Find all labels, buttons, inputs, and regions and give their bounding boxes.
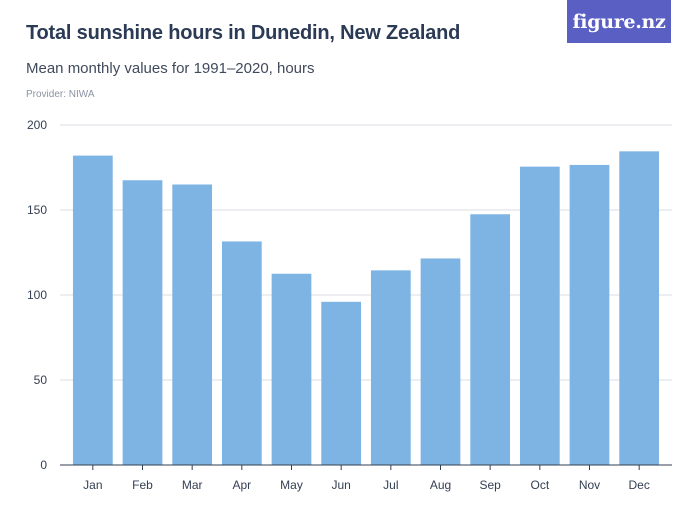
bar-mar[interactable] <box>172 184 213 466</box>
x-tick-label-aug: Aug <box>430 478 451 492</box>
y-tick-label: 0 <box>40 458 47 472</box>
x-tick-label-oct: Oct <box>530 478 549 492</box>
bar-aug[interactable] <box>420 258 461 465</box>
bar-feb[interactable] <box>122 180 163 465</box>
logo-text: figure.nz <box>572 10 666 33</box>
x-tick-label-feb: Feb <box>132 478 153 492</box>
data-provider: Provider: NIWA <box>26 89 95 100</box>
bar-apr[interactable] <box>221 241 262 465</box>
x-tick-label-jul: Jul <box>383 478 398 492</box>
bar-dec[interactable] <box>619 151 660 465</box>
bar-jun[interactable] <box>321 301 362 465</box>
bar-jul[interactable] <box>370 270 411 465</box>
bar-nov[interactable] <box>569 164 610 465</box>
y-tick-label: 50 <box>34 373 48 387</box>
x-tick-label-apr: Apr <box>232 478 251 492</box>
y-tick-label: 100 <box>27 288 47 302</box>
bar-oct[interactable] <box>519 166 560 465</box>
bar-sep[interactable] <box>470 214 511 465</box>
x-tick-label-jun: Jun <box>331 478 350 492</box>
x-tick-label-jan: Jan <box>83 478 102 492</box>
x-tick-label-mar: Mar <box>182 478 203 492</box>
bar-jan[interactable] <box>72 155 113 465</box>
bars <box>72 151 660 466</box>
axes: 0 50 100 150 200 Jan Feb Mar Apr May Jun Jul Aug Sep O… <box>27 118 672 492</box>
y-tick-label: 150 <box>27 203 47 217</box>
x-tick-label-may: May <box>280 478 303 492</box>
chart-subtitle: Mean monthly values for 1991–2020, hours <box>26 60 315 77</box>
bar-may[interactable] <box>271 273 312 465</box>
x-tick-label-nov: Nov <box>579 478 600 492</box>
chart-title: Total sunshine hours in Dunedin, New Zea… <box>26 22 461 44</box>
figure-nz-logo[interactable]: figure.nz <box>567 0 671 43</box>
x-tick-label-sep: Sep <box>479 478 501 492</box>
y-tick-label: 200 <box>27 118 47 132</box>
x-tick-label-dec: Dec <box>628 478 649 492</box>
